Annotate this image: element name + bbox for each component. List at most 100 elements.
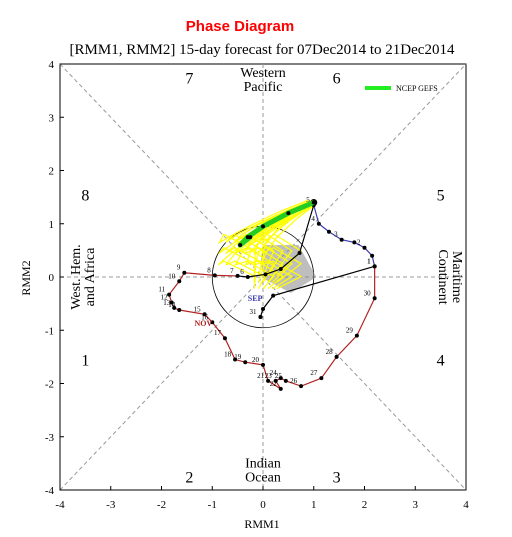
plot-area — [59, 63, 467, 491]
phase-number-4: 4 — [437, 353, 445, 370]
track-point-label: 19 — [234, 353, 242, 361]
track-point-label: 2 — [357, 239, 361, 247]
track-point — [212, 273, 217, 278]
track-point-label: 28 — [326, 348, 334, 356]
track-point — [233, 357, 238, 362]
track-point — [261, 306, 265, 311]
x-tick-label: -2 — [157, 499, 166, 511]
track-point — [258, 314, 263, 319]
ensemble-mean-point — [248, 235, 253, 240]
chart-title: Phase Diagram — [186, 18, 294, 35]
track-point-label: 7 — [230, 267, 234, 275]
track-point-label: 14 — [168, 301, 176, 309]
x-tick-label: 4 — [463, 499, 469, 511]
y-tick-label: -1 — [45, 325, 54, 337]
track-point-label: 24 — [270, 369, 278, 377]
track-point-label: 9 — [177, 264, 181, 272]
legend: NCEP GEFS — [365, 84, 438, 93]
region-label-indian-ocean: Ocean — [245, 471, 281, 486]
x-tick-label: -4 — [55, 499, 65, 511]
track-point-label: 23 — [265, 372, 273, 380]
month-label-nov: NOV — [194, 319, 212, 328]
track-point-label: 26 — [290, 377, 298, 385]
y-tick-label: -2 — [45, 379, 54, 391]
region-label-maritime-continent: Continent — [435, 249, 450, 304]
phase-number-1: 1 — [81, 353, 89, 370]
month-label-sep: SEP — [248, 294, 263, 303]
track-point-label: 11 — [158, 286, 165, 294]
phase-number-3: 3 — [333, 470, 341, 487]
track-point — [271, 293, 276, 298]
x-tick-label: 0 — [260, 499, 266, 511]
track-point-label: 10 — [168, 272, 176, 280]
region-label-western-pacific: Pacific — [244, 80, 283, 95]
region-label-indian-ocean: Indian — [245, 457, 281, 472]
y-tick-label: 0 — [49, 272, 55, 284]
track-point-label: 16 — [201, 313, 209, 321]
track-point — [352, 240, 357, 245]
x-tick-label: -1 — [208, 499, 217, 511]
track-point — [319, 376, 324, 381]
track-point-label: 1 — [367, 257, 371, 265]
track-point — [316, 221, 321, 226]
phase-number-5: 5 — [437, 187, 445, 204]
track-point — [177, 279, 182, 284]
ensemble-mean-line — [237, 200, 315, 248]
chart-subtitle: [RMM1, RMM2] 15-day forecast for 07Dec20… — [70, 42, 455, 58]
track-point — [245, 275, 250, 279]
ensemble-member-line — [260, 201, 316, 283]
track-point-label: 21 — [257, 372, 265, 380]
track-point — [261, 362, 265, 367]
ensemble-mean-point — [311, 200, 316, 205]
track-point — [172, 305, 177, 310]
track-point-label: 27 — [310, 369, 318, 377]
track-point-label: 31 — [249, 308, 257, 316]
y-tick-label: -3 — [45, 432, 55, 444]
track-point-label: 13 — [163, 299, 171, 307]
track-point — [243, 360, 248, 365]
track-point — [235, 273, 240, 278]
track-point — [362, 245, 367, 250]
track-point — [278, 386, 283, 391]
y-tick-label: 2 — [49, 166, 55, 178]
track-point — [278, 267, 283, 272]
x-tick-label: 3 — [413, 499, 419, 511]
track-point — [372, 296, 377, 301]
track-point — [182, 270, 187, 275]
track-point-label: 30 — [364, 289, 372, 297]
track-point-label: 3 — [334, 231, 338, 239]
track-point-label: 22 — [270, 380, 278, 388]
x-tick-label: 1 — [311, 499, 317, 511]
track-point — [326, 229, 331, 234]
track-point-label: 8 — [207, 266, 211, 274]
region-label-west-hem-africa: West. Hem. — [69, 244, 84, 309]
track-point — [263, 272, 268, 277]
region-label-maritime-continent: Maritime — [449, 251, 464, 303]
track-point — [297, 251, 302, 256]
track-point — [177, 308, 182, 313]
track-point — [266, 378, 271, 383]
y-tick-label: 3 — [49, 112, 55, 124]
track-point-label: 15 — [194, 305, 202, 313]
track-point-label: 20 — [252, 356, 260, 364]
track-point — [283, 378, 288, 383]
phase-number-2: 2 — [185, 470, 193, 487]
track-point — [334, 354, 339, 359]
y-tick-label: -4 — [45, 485, 55, 497]
track-point-label: 17 — [214, 329, 222, 337]
ensemble-mean-point — [238, 243, 243, 248]
y-tick-label: 4 — [49, 59, 55, 71]
ensemble-mean — [237, 200, 316, 248]
x-tick-label: 2 — [362, 499, 368, 511]
phase-number-7: 7 — [185, 70, 193, 87]
track-segment-black — [259, 265, 375, 318]
ensemble-member-line — [260, 204, 316, 290]
ensemble-member-line — [225, 199, 313, 277]
x-tick-label: -3 — [106, 499, 116, 511]
track-point — [167, 292, 172, 297]
track-point — [202, 312, 207, 317]
